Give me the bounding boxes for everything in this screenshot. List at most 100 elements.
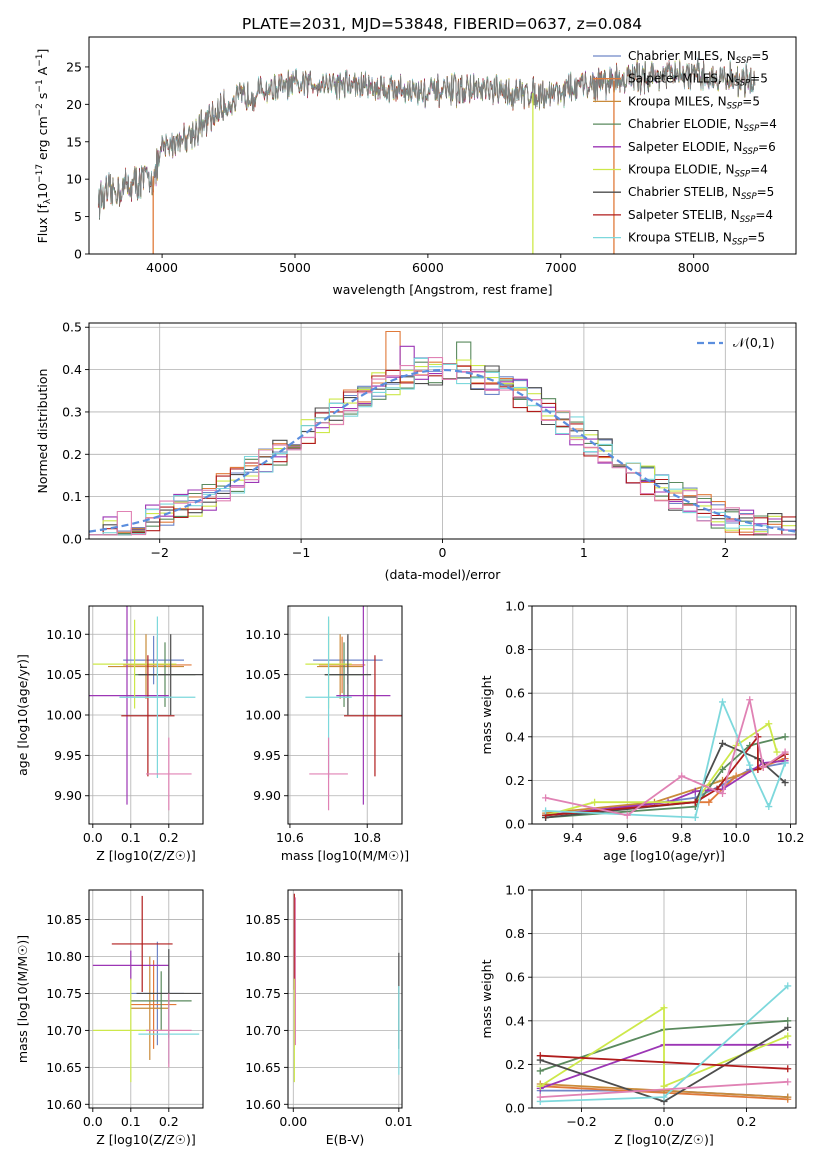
weight-marker (678, 772, 686, 780)
errorbar-point (89, 606, 169, 805)
y-tick-label: 10.10 (46, 627, 82, 642)
errorbar-point (121, 655, 175, 777)
weight-marker (691, 813, 699, 821)
y-tick-label: 0.3 (62, 404, 82, 419)
weight-marker (765, 720, 773, 728)
weight-marker (536, 1082, 544, 1090)
weight-marker (719, 739, 727, 747)
weight-marker (660, 1082, 668, 1090)
errorbar-point (344, 655, 402, 777)
weight-marker (781, 779, 789, 787)
y-axis-label: Flux [fλ10−17 erg cm−2 s−1 A−1] (35, 49, 53, 244)
y-axis-label: mass weight (479, 675, 494, 754)
y-tick-label: 0.0 (505, 1101, 525, 1116)
weight-line (540, 1054, 788, 1070)
x-tick-label: 0.1 (121, 830, 141, 845)
y-tick-label: 0.4 (505, 729, 525, 744)
y-tick-label: 10.05 (46, 667, 82, 682)
y-tick-label: 5 (74, 209, 82, 224)
errorbar-point (309, 737, 348, 811)
x-axis-label: Z [log10(Z/Z☉)] (614, 1132, 714, 1147)
y-tick-label: 20 (66, 97, 82, 112)
errorbar-point (111, 895, 173, 992)
weight-marker (781, 759, 789, 767)
plot-area (288, 606, 402, 824)
x-tick-label: 7000 (545, 260, 577, 275)
weight-marker (719, 766, 727, 773)
weight-line (545, 699, 786, 819)
axes-frame (287, 889, 403, 1109)
weight-marker (536, 1067, 544, 1075)
plot-area (532, 606, 796, 824)
weight-marker (784, 1078, 792, 1086)
weight-marker (784, 1017, 792, 1025)
weight-marker (691, 798, 699, 806)
y-tick-label: 0.0 (62, 532, 82, 547)
y-tick-label: 0.4 (505, 1013, 525, 1028)
weight-line (545, 759, 786, 817)
weight-marker (781, 748, 789, 756)
plot-area (97, 57, 756, 254)
y-tick-label: 10.85 (245, 912, 281, 927)
errorbar-point (146, 737, 192, 811)
y-tick-label: 0.8 (505, 642, 525, 657)
x-tick-label: 0.2 (159, 830, 179, 845)
y-tick-label: 0.1 (62, 489, 82, 504)
x-axis-label: (data-model)/error (385, 567, 502, 582)
weight-marker (660, 1093, 668, 1101)
x-tick-label: 10.8 (353, 830, 381, 845)
axes-frame (88, 36, 797, 255)
errorbar-point (336, 606, 391, 805)
weight-marker (765, 803, 773, 811)
errorbar-point (324, 634, 372, 715)
errorbar-point (318, 636, 366, 694)
errorbar-point (92, 619, 177, 709)
weight-marker (784, 1041, 792, 1049)
y-tick-label: 1.0 (505, 599, 525, 614)
y-tick-label: 10.70 (46, 1023, 82, 1038)
x-tick-label: 0 (439, 545, 447, 560)
x-tick-label: 10.6 (276, 830, 304, 845)
x-tick-label: 0.01 (385, 1114, 413, 1129)
x-tick-label: 0.0 (83, 1114, 103, 1129)
errorbar-point (316, 634, 364, 699)
errorbar-point (130, 971, 192, 1031)
weight-marker (719, 789, 727, 797)
x-tick-label: 4000 (146, 260, 178, 275)
errorbar-point (146, 993, 192, 1068)
legend-label: Chabrier STELIB, NSSP=5 (628, 185, 774, 202)
errorbar-point (123, 635, 184, 685)
normal-curve (89, 368, 796, 533)
x-tick-label: 0.1 (121, 1114, 141, 1129)
y-axis-label: Normed distribution (35, 369, 50, 494)
weight-marker (773, 748, 781, 756)
weight-marker (784, 1093, 792, 1101)
x-tick-label: −2 (150, 545, 168, 560)
weight-line (539, 1006, 789, 1088)
y-tick-label: 9.95 (54, 748, 82, 763)
weight-marker (536, 1093, 544, 1101)
x-tick-label: −1 (292, 545, 310, 560)
weight-marker (542, 807, 550, 815)
x-tick-label: 8000 (678, 260, 710, 275)
weight-marker (591, 798, 599, 806)
weight-marker (542, 794, 550, 802)
x-axis-label: mass [log10(M/M☉)] (281, 848, 409, 863)
x-tick-label: 10.0 (722, 830, 750, 845)
x-axis-label: Z [log10(Z/Z☉)] (96, 1132, 196, 1147)
x-tick-label: 5000 (279, 260, 311, 275)
legend-label: 𝒩(0,1) (733, 335, 775, 350)
weight-marker (759, 763, 767, 771)
x-tick-label: 2 (721, 545, 729, 560)
errorbar-point (108, 634, 184, 699)
y-tick-label: 10.00 (46, 708, 82, 723)
y-tick-label: 9.95 (253, 748, 281, 763)
y-tick-label: 10.75 (46, 986, 82, 1001)
figure-title: PLATE=2031, MJD=53848, FIBERID=0637, z=0… (242, 15, 642, 33)
legend-label: Kroupa ELODIE, NSSP=4 (628, 163, 768, 180)
x-tick-label: 9.4 (563, 830, 583, 845)
x-tick-label: 10.2 (777, 830, 805, 845)
y-tick-label: 0.2 (62, 447, 82, 462)
spectrum-data (98, 59, 756, 218)
